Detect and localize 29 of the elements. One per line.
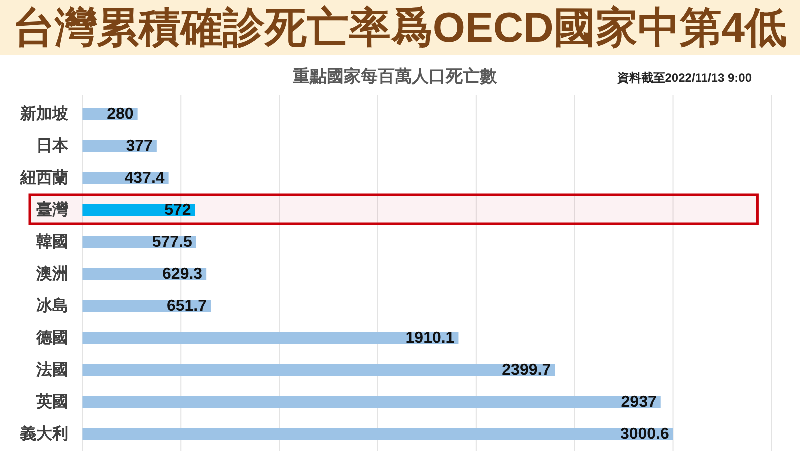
- y-tick-label: 新加坡: [20, 104, 70, 122]
- data-label: 577.5: [152, 234, 192, 250]
- data-label: 1910.1: [406, 330, 455, 346]
- bar: [82, 396, 661, 408]
- data-label: 2399.7: [502, 362, 552, 378]
- data-label: 3000.6: [620, 426, 670, 442]
- y-tick-label: 韓國: [36, 232, 69, 250]
- data-label: 2937: [621, 394, 657, 410]
- text: 資料截至2022/11/13 9:00: [616, 71, 752, 85]
- data-label: 377: [126, 138, 154, 154]
- y-tick-label: 臺灣: [36, 200, 70, 218]
- y-tick-label: 德國: [36, 328, 69, 346]
- chart-title: 台灣累積確診死亡率爲OECD國家中第4低: [12, 4, 788, 51]
- bar: [82, 332, 459, 344]
- y-tick-label: 義大利: [20, 424, 69, 442]
- y-tick-label: 日本: [36, 136, 70, 154]
- y-tick-label: 英國: [36, 392, 69, 410]
- bar: [82, 428, 674, 440]
- data-label: 572: [164, 202, 192, 218]
- y-tick-label: 冰島: [36, 296, 69, 314]
- data-label: 437.4: [124, 170, 165, 186]
- chart-subtitle: 重點國家每百萬人口死亡數: [292, 67, 498, 86]
- y-tick-label: 法國: [36, 360, 69, 378]
- bar: [82, 364, 556, 376]
- data-label: 280: [107, 106, 134, 122]
- y-tick-label: 紐西蘭: [20, 168, 69, 186]
- data-label: 651.7: [166, 298, 208, 314]
- data-label: 629.3: [162, 266, 203, 282]
- y-tick-label: 澳洲: [36, 264, 69, 282]
